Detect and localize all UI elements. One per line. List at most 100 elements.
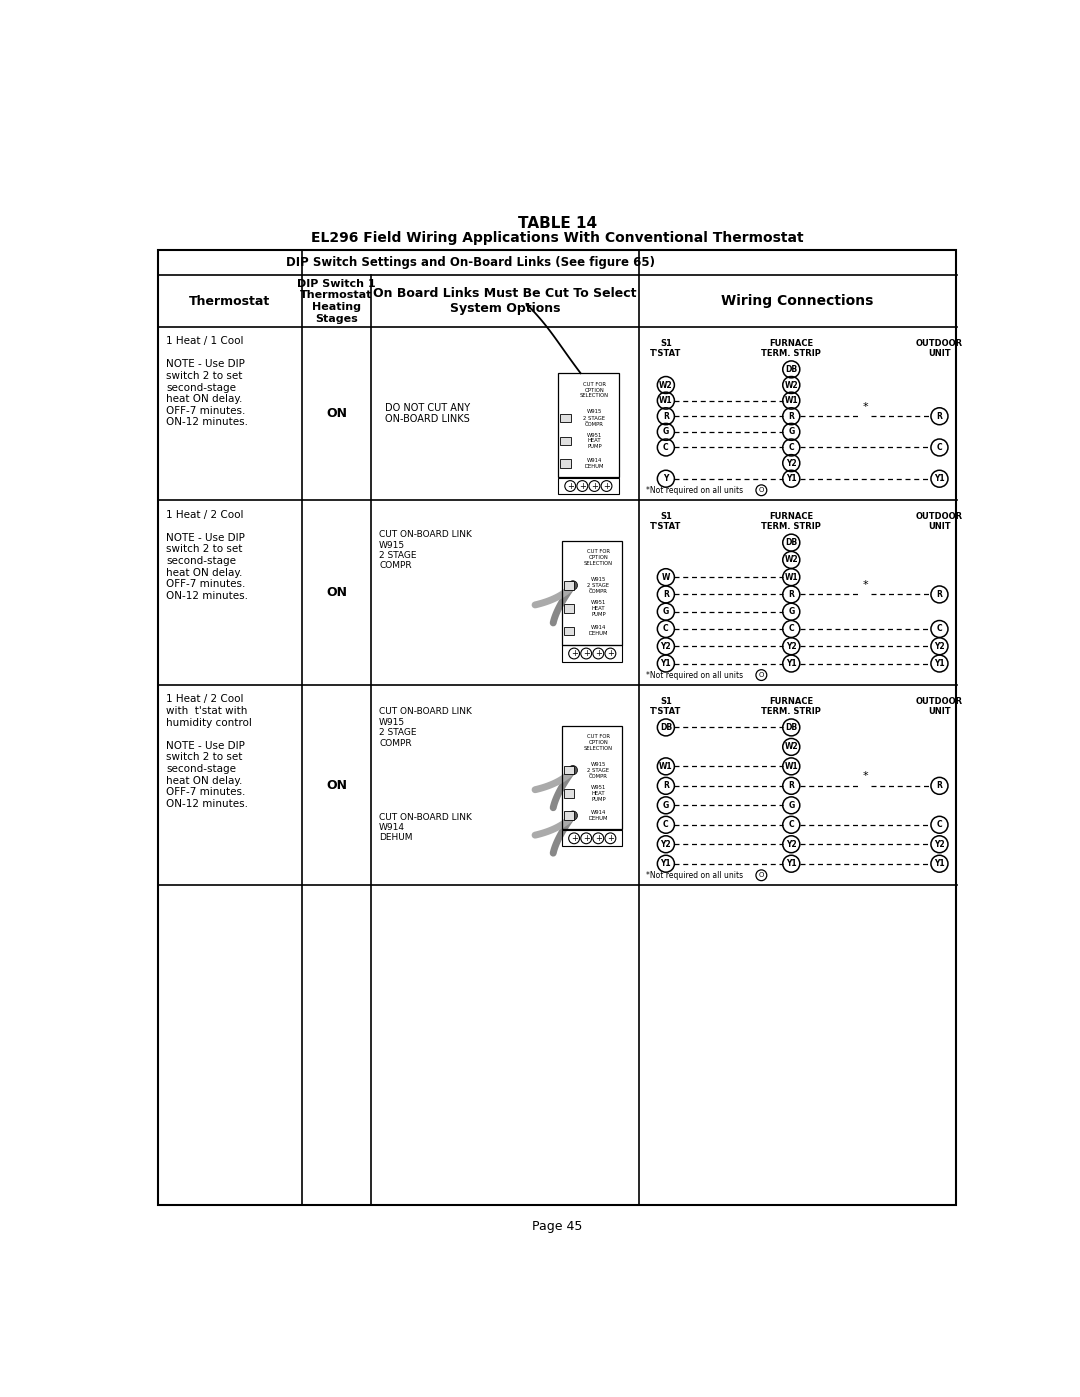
Bar [565,581,575,590]
Text: Thermostat: Thermostat [189,295,271,307]
Text: R: R [663,781,669,791]
Text: Y1: Y1 [661,659,671,668]
Text: OUTDOOR
UNIT: OUTDOOR UNIT [916,697,963,717]
Text: Y2: Y2 [661,840,671,849]
Text: *: * [863,401,868,412]
Text: CUT ON-BOARD LINK
W915
2 STAGE
COMPR: CUT ON-BOARD LINK W915 2 STAGE COMPR [379,531,472,570]
Text: DO NOT CUT ANY
ON-BOARD LINKS: DO NOT CUT ANY ON-BOARD LINKS [386,402,471,425]
Text: +: + [570,650,578,658]
Text: W2: W2 [784,742,798,752]
Text: S1
T'STAT: S1 T'STAT [650,338,681,358]
Text: R: R [936,781,943,791]
Text: TABLE 14: TABLE 14 [517,215,597,231]
Text: W915
2_STAGE
COMPR: W915 2_STAGE COMPR [586,761,610,778]
Text: Y1: Y1 [934,859,945,868]
Text: ON: ON [326,407,347,420]
Text: +: + [607,650,613,658]
Text: W2: W2 [659,380,673,390]
Text: W1: W1 [784,761,798,771]
Text: G: G [788,427,795,436]
Text: W1: W1 [784,573,798,581]
Text: ON: ON [326,778,347,792]
Text: *: * [863,771,868,781]
Text: DB: DB [785,722,797,732]
Text: Y1: Y1 [786,659,797,668]
Text: Y1: Y1 [661,859,671,868]
Text: W2: W2 [784,380,798,390]
Text: *: * [863,580,868,590]
Text: Y2: Y2 [786,840,797,849]
Text: 1 Heat / 2 Cool
with  t'stat with
humidity control

NOTE - Use DIP
switch 2 to s: 1 Heat / 2 Cool with t'stat with humidit… [166,694,252,809]
Text: Page 45: Page 45 [532,1220,582,1234]
Text: DIP Switch Settings and On-Board Links (See figure 65): DIP Switch Settings and On-Board Links (… [286,256,654,270]
Text: DB: DB [785,538,797,548]
Text: W: W [662,573,670,581]
Text: W915
2_STAGE
COMPR: W915 2_STAGE COMPR [586,577,610,594]
Text: OUTDOOR
UNIT: OUTDOOR UNIT [916,511,963,531]
Text: O: O [758,872,764,879]
Text: C: C [936,624,942,633]
Text: ON: ON [326,587,347,599]
Text: O: O [758,672,764,678]
Bar [565,812,575,820]
Text: W914
DEHUM: W914 DEHUM [589,810,608,821]
Bar [562,725,622,830]
Text: R: R [663,412,669,420]
Text: C: C [936,443,942,453]
Text: DIP Switch 1
Thermostat
Heating
Stages: DIP Switch 1 Thermostat Heating Stages [297,279,376,324]
Text: Y2: Y2 [661,641,671,651]
Circle shape [568,812,578,820]
Circle shape [568,766,578,775]
Text: C: C [788,820,794,830]
Text: W915
2_STAGE
COMPR: W915 2_STAGE COMPR [583,409,606,426]
Text: EL296 Field Wiring Applications With Conventional Thermostat: EL296 Field Wiring Applications With Con… [311,232,804,246]
Text: W1: W1 [659,761,673,771]
Text: +: + [595,834,602,842]
Text: +: + [591,482,598,490]
Text: G: G [663,608,669,616]
Text: Y1: Y1 [786,859,797,868]
Text: *Not required on all units: *Not required on all units [647,671,744,679]
Text: O: O [758,488,764,493]
Text: Y1: Y1 [934,659,945,668]
Text: Y2: Y2 [934,840,945,849]
Text: C: C [788,624,794,633]
Text: G: G [663,427,669,436]
Text: S1
T'STAT: S1 T'STAT [650,697,681,717]
Text: +: + [583,650,590,658]
Text: R: R [936,412,943,420]
Text: R: R [788,781,794,791]
Text: DB: DB [785,365,797,374]
Bar [561,414,570,422]
Text: W951
HEAT
PUMP: W951 HEAT PUMP [591,785,606,802]
Text: R: R [936,590,943,599]
Text: C: C [663,624,669,633]
Text: +: + [583,834,590,842]
Text: DB: DB [660,722,672,732]
Bar [565,789,575,798]
Text: +: + [595,650,602,658]
Bar [159,250,957,1204]
Text: C: C [936,820,942,830]
Text: W951
HEAT
PUMP: W951 HEAT PUMP [591,601,606,616]
Text: Y: Y [663,474,669,483]
Text: 1 Heat / 2 Cool

NOTE - Use DIP
switch 2 to set
second-stage
heat ON delay.
OFF-: 1 Heat / 2 Cool NOTE - Use DIP switch 2 … [166,510,248,601]
Text: G: G [788,800,795,810]
Bar [558,373,619,478]
Text: CUT FOR
OPTION
SELECTION: CUT FOR OPTION SELECTION [580,381,609,398]
Text: +: + [570,834,578,842]
Text: FURNACE
TERM. STRIP: FURNACE TERM. STRIP [761,338,821,358]
Text: C: C [663,443,669,453]
Text: C: C [788,443,794,453]
Text: Y1: Y1 [934,474,945,483]
Text: Y2: Y2 [934,641,945,651]
Bar [561,460,570,468]
Text: G: G [663,800,669,810]
Text: *Not required on all units: *Not required on all units [647,870,744,880]
Text: R: R [788,412,794,420]
Text: FURNACE
TERM. STRIP: FURNACE TERM. STRIP [761,697,821,717]
Text: W1: W1 [784,397,798,405]
Text: W914
DEHUM: W914 DEHUM [589,626,608,636]
Text: Y2: Y2 [786,641,797,651]
Text: G: G [788,608,795,616]
